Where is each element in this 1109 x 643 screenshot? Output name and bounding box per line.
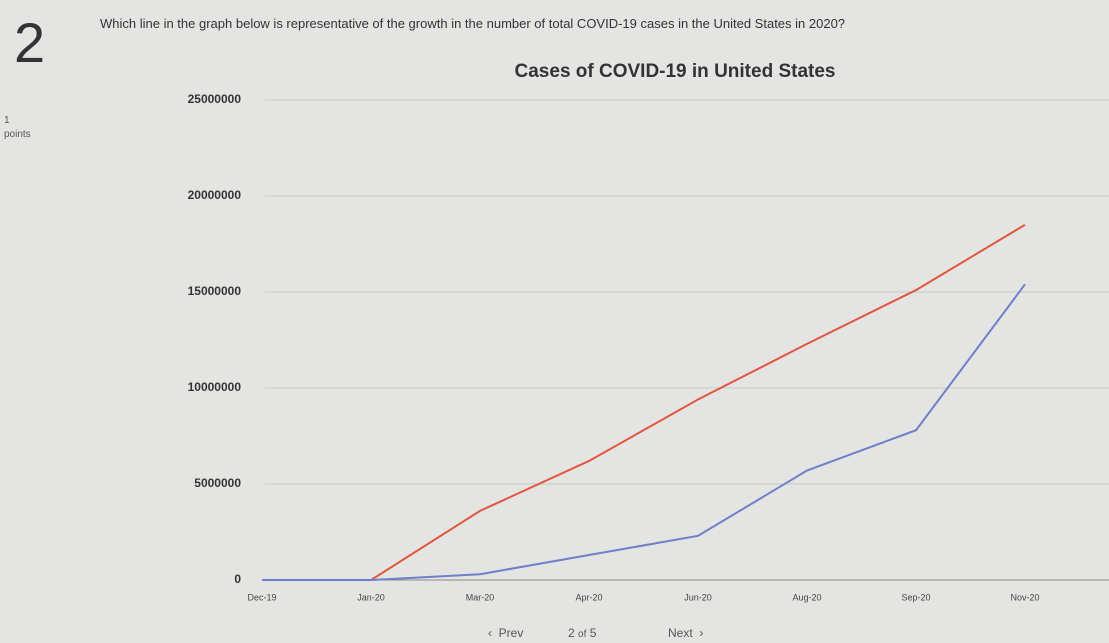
question-number: 2 (14, 11, 46, 74)
x-tick-label: Jun-20 (684, 592, 712, 602)
points: 1 points (4, 114, 31, 142)
chart-title: Cases of COVID-19 in United States (515, 61, 836, 82)
y-tick-label: 15000000 (188, 284, 242, 298)
page-total: 5 (589, 626, 597, 640)
y-tick-label: 20000000 (188, 188, 242, 202)
prev-label[interactable]: Prev (498, 626, 524, 640)
prev-button[interactable]: ‹ Prev (488, 626, 524, 640)
page-current: 2 (568, 626, 575, 640)
next-button[interactable]: Next › (668, 626, 704, 640)
y-tick-label: 5000000 (194, 476, 241, 490)
series-line (262, 223, 1026, 581)
y-tick-label: 0 (234, 572, 241, 586)
y-tick-label: 25000000 (188, 92, 242, 106)
series-line (262, 283, 1026, 581)
x-tick-label: Mar-20 (466, 592, 495, 602)
x-tick-label: Sep-20 (901, 592, 930, 602)
x-tick-label: Nov-20 (1010, 592, 1039, 602)
x-tick-label: Apr-20 (575, 592, 602, 602)
next-label[interactable]: Next (668, 626, 693, 640)
x-tick-label: Dec-19 (247, 592, 276, 602)
page-indicator: 2 of 5 (568, 626, 596, 640)
y-tick-label: 10000000 (188, 380, 242, 394)
x-tick-label: Aug-20 (792, 592, 821, 602)
question-text: Which line in the graph below is represe… (100, 16, 846, 31)
x-tick-label: Jan-20 (357, 592, 385, 602)
page-of: of (578, 629, 587, 640)
points-value: 1 (4, 115, 10, 126)
points-label: points (4, 129, 31, 140)
